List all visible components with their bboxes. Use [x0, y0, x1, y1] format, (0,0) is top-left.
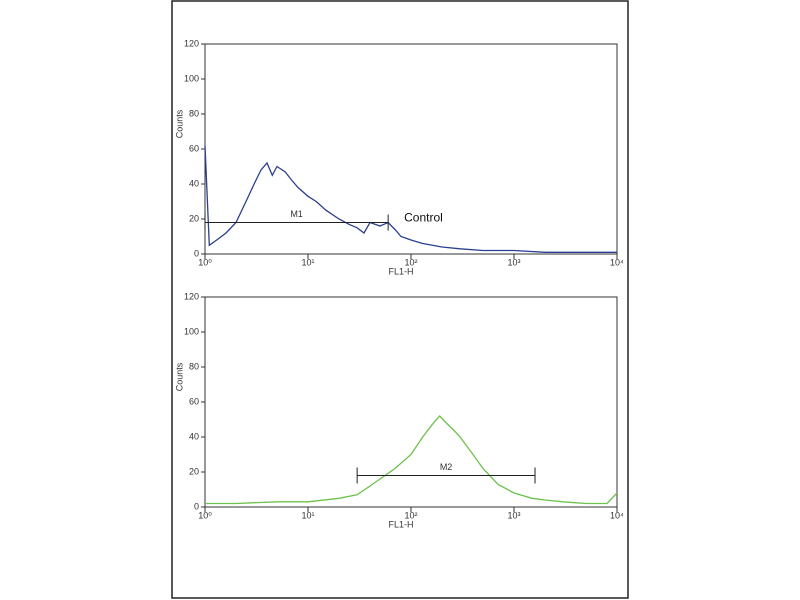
x-tick-label: 10⁴ — [610, 257, 624, 267]
x-tick-label: 10⁴ — [610, 510, 624, 520]
y-tick-label: 80 — [189, 361, 199, 371]
y-tick-label: 60 — [189, 396, 199, 406]
x-tick-label: 10² — [404, 510, 417, 520]
x-tick-label: 10⁰ — [198, 510, 212, 520]
y-tick-label: 0 — [194, 248, 199, 258]
x-tick-label: 10³ — [507, 510, 520, 520]
y-tick-label: 120 — [184, 38, 199, 48]
y-tick-label: 80 — [189, 108, 199, 118]
x-tick-label: 10³ — [507, 257, 520, 267]
histogram-line — [204, 145, 617, 253]
y-tick-label: 40 — [189, 178, 199, 188]
y-tick-label: 0 — [194, 501, 199, 511]
gate-label: M2 — [440, 462, 453, 472]
gate-label: M1 — [290, 209, 303, 219]
x-axis-label: FL1-H — [388, 519, 413, 529]
y-tick-label: 100 — [184, 326, 199, 336]
histogram-line — [205, 415, 618, 505]
x-axis-label: FL1-H — [388, 266, 413, 276]
y-tick-label: 40 — [189, 431, 199, 441]
x-tick-label: 10¹ — [301, 510, 314, 520]
y-tick-label: 60 — [189, 143, 199, 153]
x-tick-label: 10⁰ — [198, 257, 212, 267]
y-axis-label: Counts — [174, 109, 184, 138]
x-tick-label: 10² — [404, 257, 417, 267]
y-tick-label: 120 — [184, 291, 199, 301]
frame — [171, 0, 629, 599]
y-tick-label: 20 — [189, 466, 199, 476]
y-tick-label: 20 — [189, 213, 199, 223]
y-axis-label: Counts — [174, 362, 184, 391]
y-tick-label: 100 — [184, 73, 199, 83]
annotation: Control — [404, 211, 443, 225]
x-tick-label: 10¹ — [301, 257, 314, 267]
